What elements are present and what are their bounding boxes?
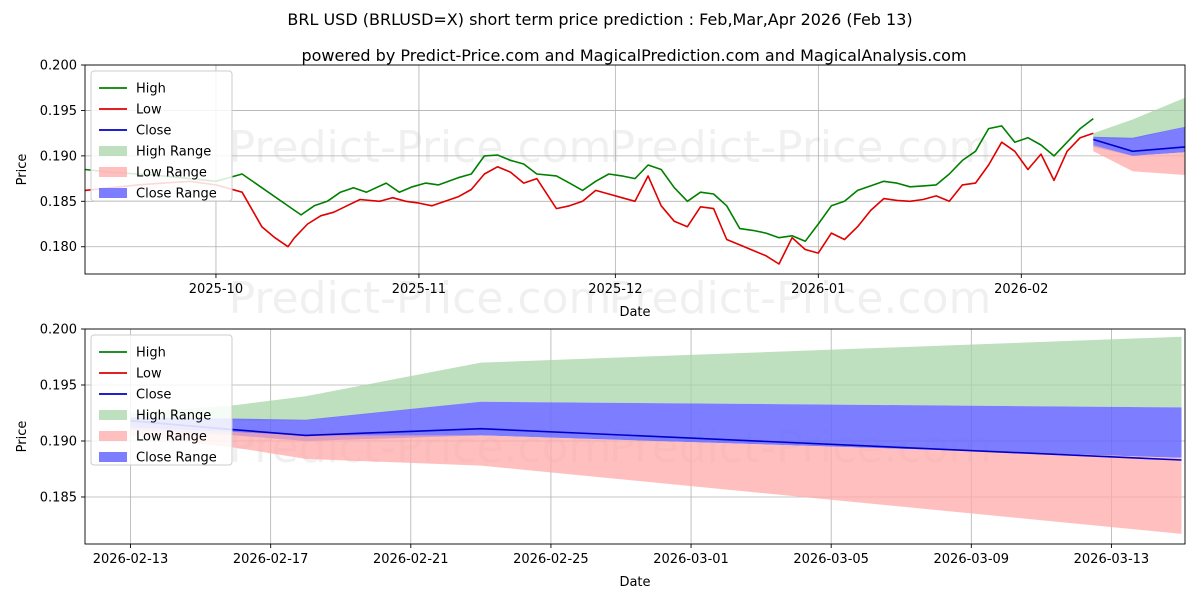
bottom-legend-label-low-range: Low Range bbox=[136, 430, 207, 445]
bottom-legend-swatch-close-range bbox=[99, 452, 127, 462]
bottom-close-range-band bbox=[130, 401, 1182, 458]
top-legend: High Low Close High Range Low Range Close Ran… bbox=[90, 70, 233, 202]
top-watermark-0: Predict-Price.com bbox=[229, 122, 612, 173]
bottom-legend-label-high: High bbox=[136, 346, 166, 361]
top-legend-label-close-range: Close Range bbox=[136, 187, 217, 202]
bottom-y-tick-label-0: 0.185 bbox=[40, 490, 77, 505]
bottom-x-tick-label-1: 2026-02-17 bbox=[233, 552, 309, 567]
top-legend-label-low: Low bbox=[136, 103, 162, 118]
bottom-y-tick-label-1: 0.190 bbox=[40, 434, 77, 449]
chart-title: BRL USD (BRLUSD=X) short term price pred… bbox=[287, 10, 912, 29]
bottom-x-tick-label-7: 2026-03-13 bbox=[1074, 552, 1150, 567]
bottom-x-tick-label-6: 2026-03-09 bbox=[934, 552, 1010, 567]
top-y-tick-label-0: 0.180 bbox=[40, 240, 77, 255]
bottom-x-axis-label: Date bbox=[619, 575, 650, 590]
top-x-tick-label-1: 2025-11 bbox=[392, 282, 446, 297]
top-legend-swatch-high-range bbox=[99, 146, 127, 156]
bottom-legend-swatch-low-range bbox=[99, 431, 127, 441]
top-x-tick-label-2: 2025-12 bbox=[588, 282, 642, 297]
bottom-legend-label-close-range: Close Range bbox=[136, 451, 217, 466]
bottom-legend-swatch-high-range bbox=[99, 410, 127, 420]
top-x-axis-label: Date bbox=[619, 305, 650, 320]
top-watermark-3: Predict-Price.com bbox=[609, 273, 992, 324]
bottom-x-tick-label-5: 2026-03-05 bbox=[793, 552, 869, 567]
bottom-x-tick-label-3: 2026-02-25 bbox=[513, 552, 589, 567]
bottom-low-range-band bbox=[130, 427, 1182, 534]
bottom-plot-area bbox=[130, 336, 1182, 534]
top-x-tick-label-4: 2026-02 bbox=[994, 282, 1048, 297]
top-x-tick-label-3: 2026-01 bbox=[791, 282, 845, 297]
bottom-legend-label-high-range: High Range bbox=[136, 409, 211, 424]
top-x-tick-label-0: 2025-10 bbox=[189, 282, 243, 297]
top-panel: Predict-Price.comPredict-Price.comPredic… bbox=[15, 59, 1186, 324]
top-y-tick-label-1: 0.185 bbox=[40, 195, 77, 210]
top-legend-label-high-range: High Range bbox=[136, 145, 211, 160]
bottom-legend-label-close: Close bbox=[136, 388, 171, 403]
bottom-legend-label-low: Low bbox=[136, 367, 162, 382]
top-plot-area bbox=[85, 97, 1185, 265]
top-watermark-2: Predict-Price.com bbox=[229, 273, 612, 324]
bottom-high-range-band bbox=[130, 336, 1182, 421]
top-high-line bbox=[85, 117, 1094, 243]
top-low-line bbox=[85, 132, 1094, 265]
top-close-line bbox=[1093, 138, 1185, 153]
top-y-tick-label-4: 0.200 bbox=[40, 59, 77, 74]
bottom-y-tick-label-2: 0.195 bbox=[40, 378, 77, 393]
bottom-panel: Predict-Price.comPredict-Price.com2026-0… bbox=[15, 323, 1186, 590]
top-high-range-band bbox=[1093, 97, 1185, 140]
bottom-x-tick-label-2: 2026-02-21 bbox=[373, 552, 449, 567]
top-legend-swatch-low-range bbox=[99, 167, 127, 177]
top-legend-label-low-range: Low Range bbox=[136, 166, 207, 181]
bottom-legend: High Low Close High Range Low Range Close Ran… bbox=[90, 334, 233, 466]
chart-subtitle: powered by Predict-Price.com and Magical… bbox=[301, 46, 966, 65]
top-y-tick-label-2: 0.190 bbox=[40, 149, 77, 164]
top-watermark-1: Predict-Price.com bbox=[609, 122, 992, 173]
bottom-y-axis-label: Price bbox=[15, 421, 30, 453]
top-legend-label-close: Close bbox=[136, 124, 171, 139]
top-axes-frame bbox=[84, 64, 1186, 275]
top-y-axis-label: Price bbox=[15, 154, 30, 186]
top-legend-swatch-close-range bbox=[99, 188, 127, 198]
bottom-x-tick-label-0: 2026-02-13 bbox=[93, 552, 169, 567]
top-low-range-band bbox=[1093, 145, 1185, 175]
bottom-x-tick-label-4: 2026-03-01 bbox=[653, 552, 729, 567]
bottom-axes-frame bbox=[84, 328, 1186, 545]
top-y-tick-label-3: 0.195 bbox=[40, 104, 77, 119]
bottom-y-tick-label-3: 0.200 bbox=[40, 323, 77, 338]
top-legend-label-high: High bbox=[136, 82, 166, 97]
